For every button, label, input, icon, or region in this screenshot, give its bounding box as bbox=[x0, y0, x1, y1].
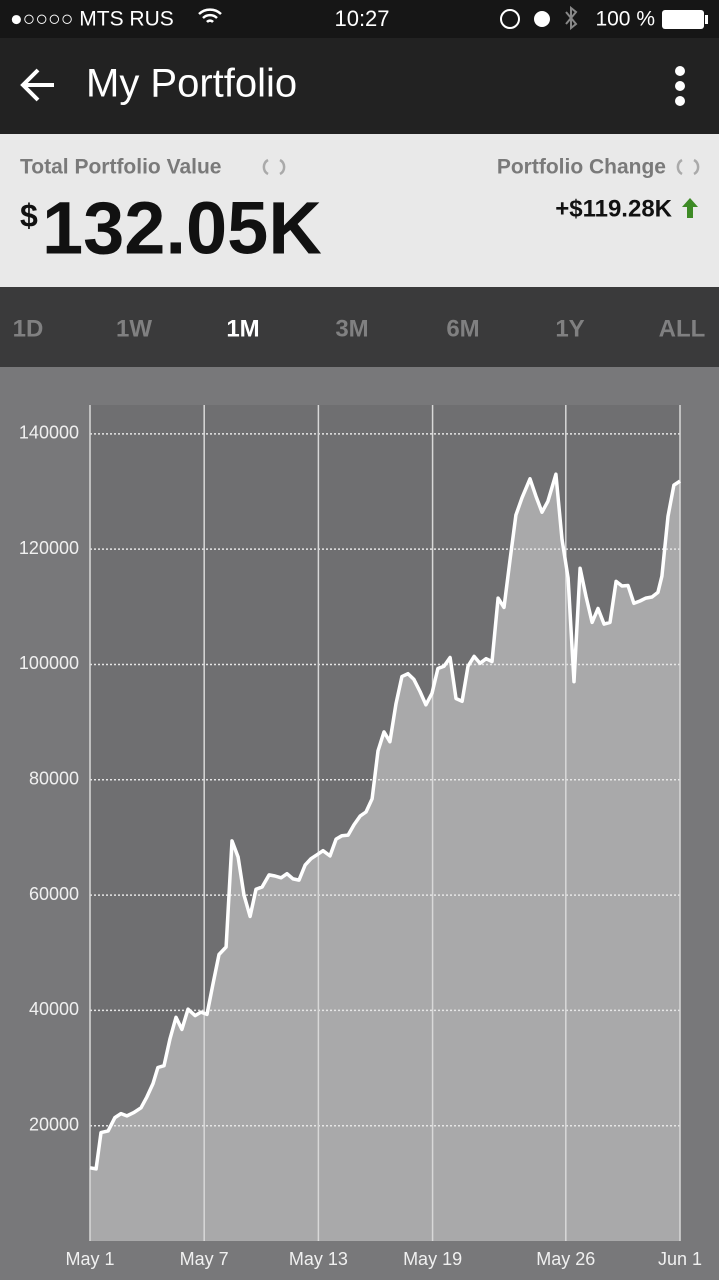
x-tick-label: May 1 bbox=[65, 1249, 114, 1269]
change-value: +$119.28K bbox=[555, 195, 672, 222]
range-tab[interactable]: 3M bbox=[335, 315, 368, 342]
battery-text: 100 % bbox=[595, 8, 655, 31]
y-tick-label: 120000 bbox=[19, 538, 79, 558]
y-tick-label: 140000 bbox=[19, 423, 79, 443]
tab-bar bbox=[0, 287, 719, 367]
lock-icon bbox=[500, 9, 520, 29]
summary-panel bbox=[0, 134, 719, 287]
carrier: ●○○○○ MTS RUS bbox=[10, 8, 174, 31]
range-tab[interactable]: 1Y bbox=[555, 315, 584, 342]
range-tab[interactable]: 6M bbox=[446, 315, 479, 342]
change-label: Portfolio Change bbox=[497, 156, 666, 179]
back-button[interactable] bbox=[20, 68, 54, 102]
refresh-icon[interactable] bbox=[262, 158, 286, 176]
status-bar bbox=[0, 0, 719, 38]
menu-button[interactable] bbox=[675, 66, 685, 106]
up-arrow bbox=[682, 198, 698, 218]
total-value: 132.05K bbox=[42, 187, 322, 270]
x-tick-label: May 26 bbox=[536, 1249, 595, 1269]
range-tab[interactable]: 1D bbox=[13, 315, 44, 342]
y-tick-label: 40000 bbox=[29, 999, 79, 1019]
wifi-icon bbox=[198, 8, 222, 23]
range-tab[interactable]: 1M bbox=[226, 315, 259, 342]
y-tick-label: 100000 bbox=[19, 653, 79, 673]
range-tab[interactable]: ALL bbox=[659, 315, 706, 342]
app-bar bbox=[0, 38, 719, 134]
y-tick-label: 60000 bbox=[29, 884, 79, 904]
x-tick-label: May 7 bbox=[180, 1249, 229, 1269]
battery-tip bbox=[705, 15, 708, 24]
page-title: My Portfolio bbox=[86, 62, 297, 106]
y-tick-label: 20000 bbox=[29, 1114, 79, 1134]
alarm-icon bbox=[534, 11, 550, 27]
value-line bbox=[89, 472, 681, 1171]
y-tick-label: 80000 bbox=[29, 769, 79, 789]
battery-icon bbox=[662, 10, 704, 29]
x-tick-label: May 19 bbox=[403, 1249, 462, 1269]
area-fill bbox=[90, 474, 680, 1241]
range-tab[interactable]: 1W bbox=[116, 315, 152, 342]
x-tick-label: Jun 1 bbox=[658, 1249, 702, 1269]
total-label: Total Portfolio Value bbox=[20, 156, 221, 179]
bluetooth-icon bbox=[565, 5, 578, 31]
currency-symbol: $ bbox=[20, 197, 38, 233]
x-tick-label: May 13 bbox=[289, 1249, 348, 1269]
refresh-icon[interactable] bbox=[676, 158, 700, 176]
clock: 10:27 bbox=[334, 6, 389, 31]
